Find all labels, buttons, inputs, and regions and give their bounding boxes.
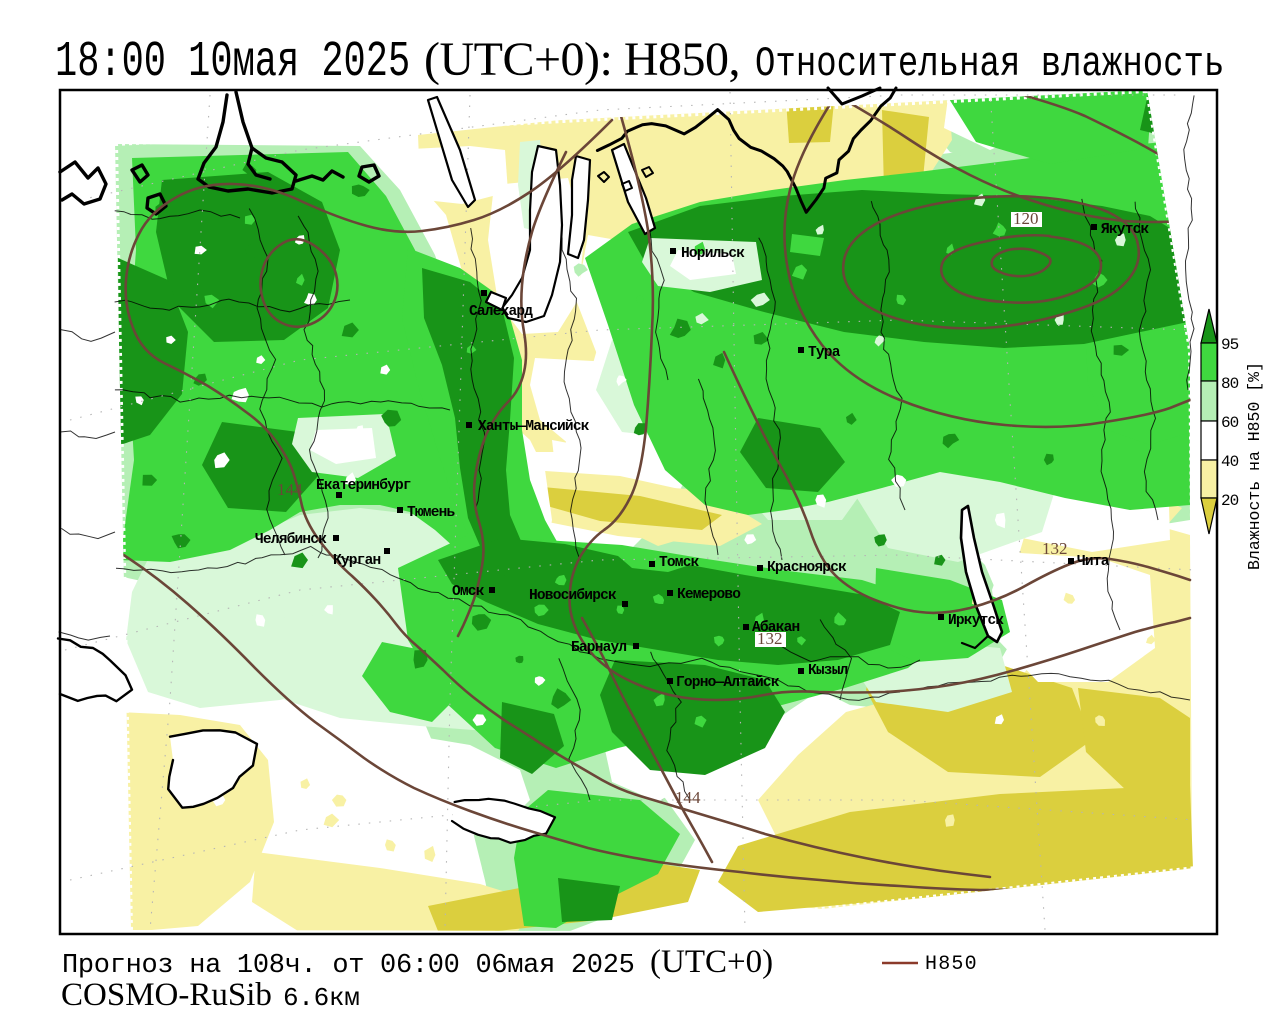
svg-text:Относительная влажность: Относительная влажность <box>755 41 1224 88</box>
svg-text:60: 60 <box>1221 414 1239 432</box>
svg-text:Якутск: Якутск <box>1101 222 1150 238</box>
svg-text:Красноярск: Красноярск <box>767 560 847 576</box>
svg-text:Абакан: Абакан <box>752 620 800 636</box>
svg-text:Чита: Чита <box>1077 554 1110 570</box>
svg-text:120: 120 <box>1013 209 1039 228</box>
svg-text:Тура: Тура <box>808 345 841 361</box>
svg-text:20: 20 <box>1221 492 1239 510</box>
svg-text:Кемерово: Кемерово <box>677 587 741 603</box>
svg-text:Норильск: Норильск <box>681 246 745 262</box>
svg-text:Барнаул: Барнаул <box>571 640 626 656</box>
svg-text:Томск: Томск <box>659 555 700 571</box>
svg-text:Ханты—Мансийск: Ханты—Мансийск <box>478 419 590 435</box>
svg-text:(UTC+0): (UTC+0) <box>650 944 773 980</box>
svg-text:80: 80 <box>1221 375 1239 393</box>
svg-text:Курган: Курган <box>333 553 381 569</box>
svg-text:Омск: Омск <box>452 584 485 600</box>
svg-text:Новосибирск: Новосибирск <box>529 588 617 604</box>
svg-text:132: 132 <box>757 629 783 648</box>
svg-text:Челябинск: Челябинск <box>255 532 327 548</box>
svg-text:95: 95 <box>1221 336 1239 354</box>
svg-text:132: 132 <box>1042 539 1068 558</box>
svg-text:Горно—Алтайск: Горно—Алтайск <box>676 675 780 691</box>
svg-text:Прогноз на 108ч. от 06:00 06ма: Прогноз на 108ч. от 06:00 06мая 2025 <box>62 951 635 981</box>
svg-text:Салехард: Салехард <box>469 304 533 320</box>
svg-text:6.6км: 6.6км <box>283 983 360 1013</box>
svg-text:144: 144 <box>277 480 303 499</box>
svg-text:(UTC+0): H850,: (UTC+0): H850, <box>424 33 740 86</box>
svg-text:40: 40 <box>1221 453 1239 471</box>
svg-text:18:00 10мая 2025: 18:00 10мая 2025 <box>55 34 410 91</box>
svg-text:H850: H850 <box>925 953 978 976</box>
svg-text:Екатеринбург: Екатеринбург <box>316 478 411 494</box>
svg-text:Тюмень: Тюмень <box>407 505 456 521</box>
svg-text:Иркутск: Иркутск <box>948 613 1004 629</box>
svg-text:Влажность на H850 [%]: Влажность на H850 [%] <box>1245 362 1264 570</box>
svg-text:COSMO-RuSib: COSMO-RuSib <box>61 977 272 1013</box>
svg-text:144: 144 <box>675 788 701 807</box>
svg-text:Кызыл: Кызыл <box>808 663 848 679</box>
